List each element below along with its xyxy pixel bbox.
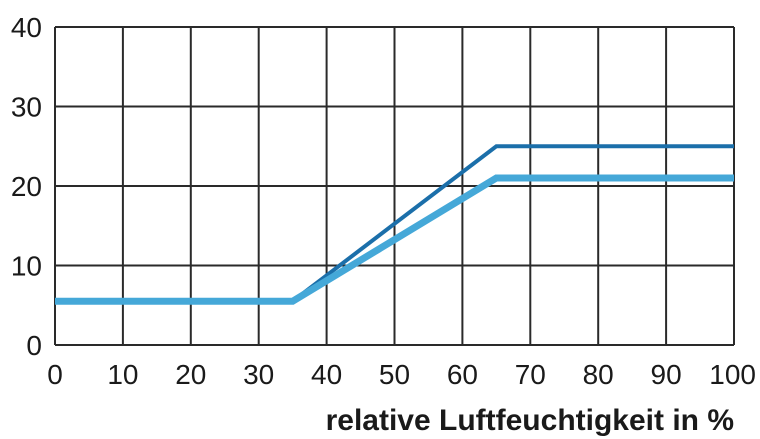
x-tick-labels: 0 10 20 30 40 50 60 70 80 90 100 [47,359,756,390]
x-tick-label: 60 [447,359,478,390]
series-lines [55,144,734,305]
series-line-2 [55,174,734,305]
x-tick-label: 20 [175,359,206,390]
y-tick-label: 40 [11,12,42,43]
y-tick-label: 20 [11,171,42,202]
x-tick-label: 30 [243,359,274,390]
x-tick-label: 50 [379,359,410,390]
x-tick-label: 0 [47,359,63,390]
x-tick-label: 70 [515,359,546,390]
y-tick-label: 30 [11,92,42,123]
grid [54,26,735,346]
y-tick-label: 0 [26,330,42,361]
x-axis-label: relative Luftfeuchtigkeit in % [326,404,734,437]
y-tick-labels: 0 10 20 30 40 [11,12,42,361]
x-tick-label: 90 [651,359,682,390]
x-tick-label: 100 [709,359,756,390]
y-tick-label: 10 [11,251,42,282]
x-tick-label: 10 [107,359,138,390]
x-tick-label: 80 [583,359,614,390]
x-tick-label: 40 [311,359,342,390]
